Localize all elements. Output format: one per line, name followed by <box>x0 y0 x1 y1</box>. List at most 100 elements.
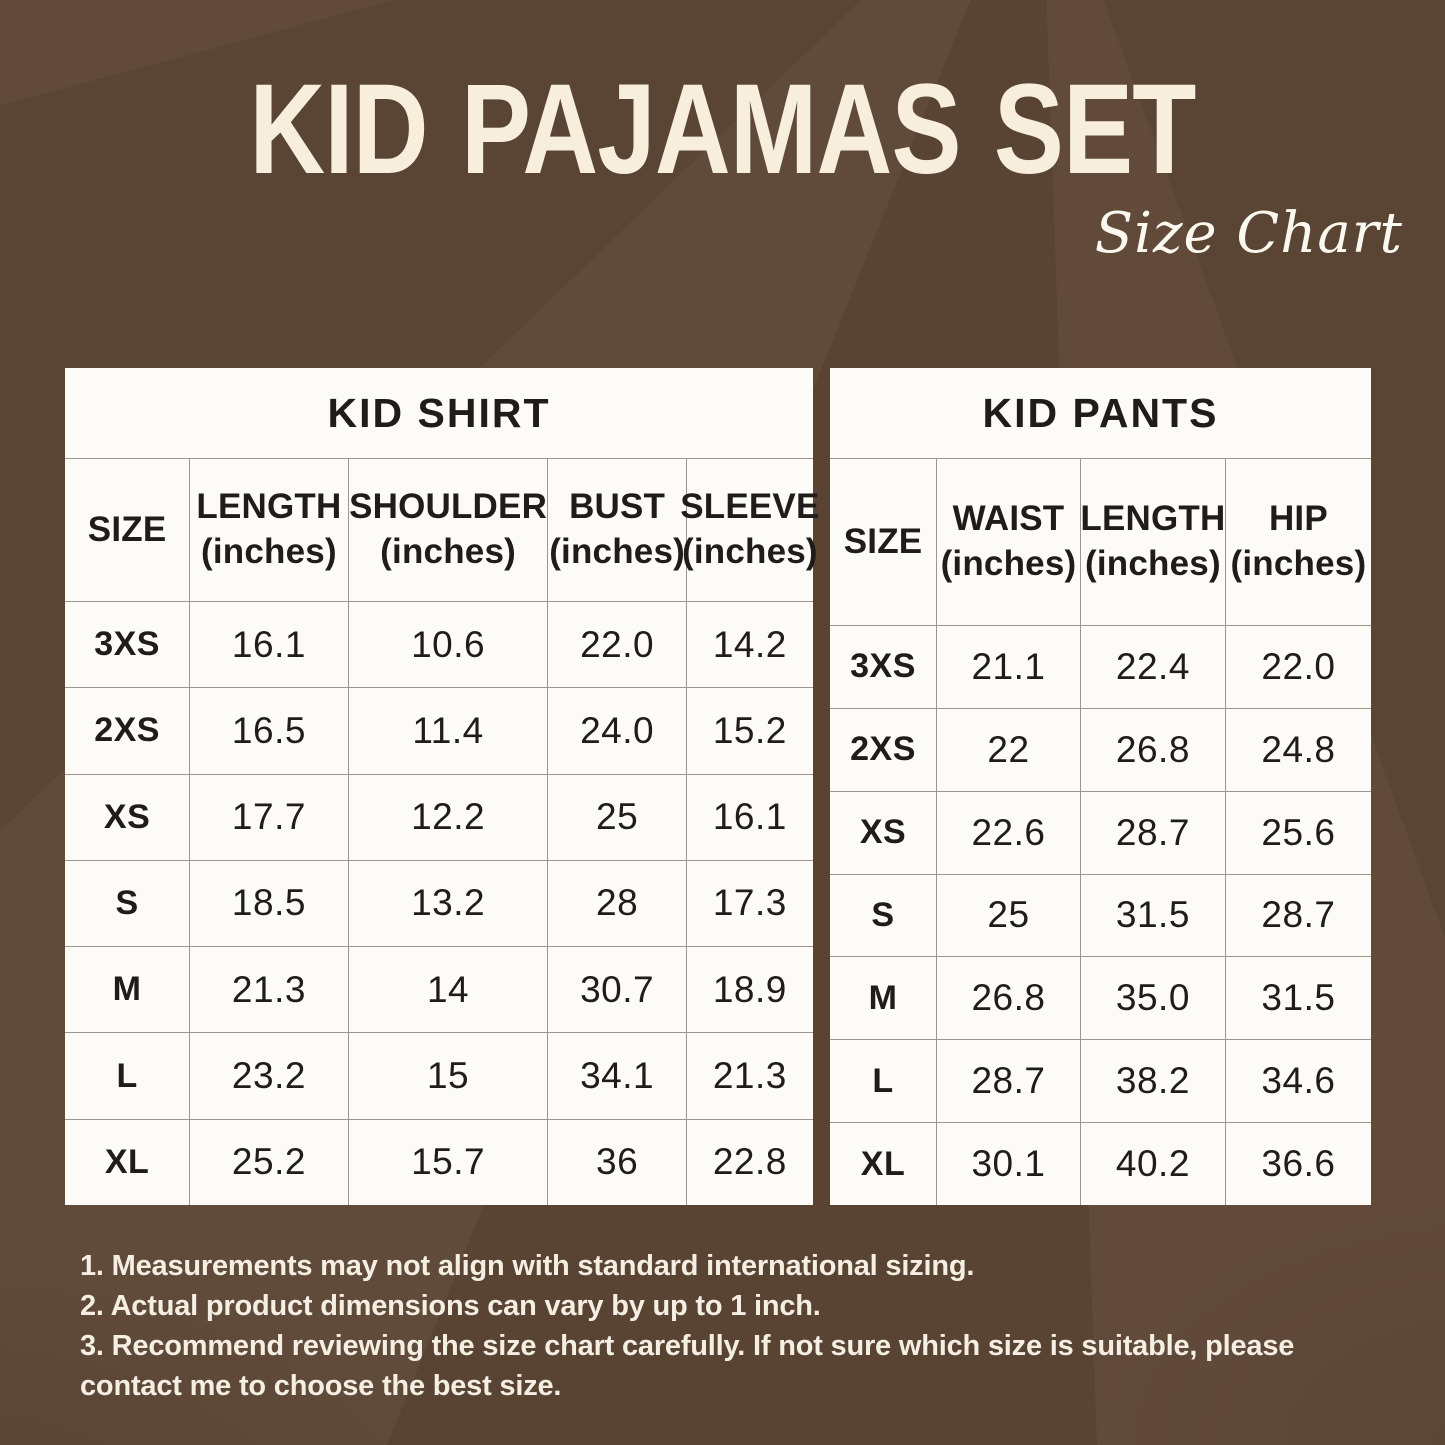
pants-row-s-hip: 28.7 <box>1224 873 1371 957</box>
shirt-row-s-size: S <box>65 859 190 946</box>
shirt-row-xl-shoulder: 15.7 <box>347 1118 548 1205</box>
shirt-row-3xs-bust: 22.0 <box>547 601 686 688</box>
pants-row-3xs-hip: 22.0 <box>1224 625 1371 708</box>
pants-row-xl-length: 40.2 <box>1079 1122 1225 1205</box>
pants-header-size-label: SIZE <box>843 521 923 561</box>
shirt-header-shoulder-label: SHOULDER <box>349 487 548 527</box>
shirt-header-bust-unit: (inches) <box>549 532 685 571</box>
shirt-row-2xs-sleeve: 15.2 <box>685 687 813 774</box>
pants-row-xl-waist: 30.1 <box>936 1122 1080 1205</box>
shirt-row-l-sleeve: 21.3 <box>685 1032 813 1119</box>
pants-row-m-length: 35.0 <box>1079 956 1225 1040</box>
pants-row-2xs-size: 2XS <box>830 707 937 791</box>
shirt-header-shoulder-unit: (inches) <box>380 532 516 571</box>
shirt-row-s-length: 18.5 <box>189 859 348 947</box>
shirt-row-xs-size: XS <box>65 773 190 860</box>
shirt-header-length-label: LENGTH <box>196 487 342 527</box>
pants-row-xs-size: XS <box>830 790 937 874</box>
shirt-row-xl-size: XL <box>65 1118 190 1205</box>
size-chart-script-label: Size Chart <box>1094 201 1403 266</box>
pants-header-waist-label: WAIST <box>952 499 1065 539</box>
pants-header-length-unit: (inches) <box>1085 544 1221 583</box>
note-2: 2. Actual product dimensions can vary by… <box>80 1290 821 1322</box>
pants-header-length: LENGTH (inches) <box>1079 459 1226 625</box>
pants-row-2xs-waist: 22 <box>936 707 1080 791</box>
shirt-row-l-bust: 34.1 <box>547 1032 686 1119</box>
kid-shirt-table-grid: SIZE LENGTH (inches) SHOULDER (inches) B… <box>65 459 819 1205</box>
shirt-header-shoulder: SHOULDER (inches) <box>347 459 548 601</box>
pants-row-s-waist: 25 <box>936 873 1080 957</box>
kid-pants-table-title: KID PANTS <box>830 368 1371 459</box>
shirt-row-3xs-size: 3XS <box>65 601 190 687</box>
pants-row-3xs-waist: 21.1 <box>936 625 1080 708</box>
shirt-row-xs-sleeve: 16.1 <box>685 773 813 860</box>
pants-row-3xs-length: 22.4 <box>1079 625 1225 708</box>
shirt-header-sleeve-unit: (inches) <box>681 532 818 571</box>
shirt-row-m-shoulder: 14 <box>347 946 548 1033</box>
pants-row-xl-hip: 36.6 <box>1224 1122 1371 1205</box>
page-title: KID PAJAMAS SET <box>249 58 1196 201</box>
shirt-row-2xs-length: 16.5 <box>189 687 348 774</box>
pants-header-length-label: LENGTH <box>1080 499 1226 539</box>
shirt-row-2xs-size: 2XS <box>65 687 190 773</box>
shirt-row-s-bust: 28 <box>547 859 686 947</box>
kid-shirt-table: KID SHIRT SIZE LENGTH (inches) SHOULDER … <box>65 368 819 1205</box>
shirt-header-length: LENGTH (inches) <box>189 459 348 601</box>
pants-row-l-length: 38.2 <box>1079 1039 1225 1123</box>
pants-header-waist-unit: (inches) <box>940 544 1077 583</box>
pants-row-3xs-size: 3XS <box>830 625 937 708</box>
shirt-row-xs-shoulder: 12.2 <box>347 773 548 860</box>
shirt-row-l-length: 23.2 <box>189 1032 348 1119</box>
shirt-header-size: SIZE <box>65 459 189 601</box>
shirt-row-s-sleeve: 17.3 <box>685 859 813 947</box>
shirt-header-size-label: SIZE <box>87 509 167 549</box>
pants-row-xs-hip: 25.6 <box>1224 790 1371 874</box>
shirt-row-m-length: 21.3 <box>189 946 348 1033</box>
shirt-row-2xs-shoulder: 11.4 <box>347 687 548 774</box>
shirt-row-m-bust: 30.7 <box>547 946 686 1033</box>
shirt-row-xs-bust: 25 <box>547 773 686 860</box>
pants-row-s-length: 31.5 <box>1079 873 1225 957</box>
pants-row-m-hip: 31.5 <box>1224 956 1371 1040</box>
shirt-row-xl-length: 25.2 <box>189 1118 348 1205</box>
shirt-row-xs-length: 17.7 <box>189 773 348 860</box>
kid-shirt-table-title: KID SHIRT <box>65 368 813 459</box>
pants-header-hip-unit: (inches) <box>1230 544 1367 583</box>
shirt-header-sleeve: SLEEVE (inches) <box>680 459 819 601</box>
shirt-header-bust: BUST (inches) <box>547 459 685 601</box>
shirt-row-l-size: L <box>65 1032 190 1118</box>
pants-header-hip-label: HIP <box>1268 499 1328 539</box>
shirt-row-m-size: M <box>65 946 190 1032</box>
pants-row-2xs-hip: 24.8 <box>1224 707 1371 791</box>
pants-row-l-hip: 34.6 <box>1224 1039 1371 1123</box>
pants-row-m-waist: 26.8 <box>936 956 1080 1040</box>
shirt-row-l-shoulder: 15 <box>347 1032 548 1119</box>
pants-row-xs-waist: 22.6 <box>936 790 1080 874</box>
kid-pants-table-grid: SIZE WAIST (inches) LENGTH (inches) HIP … <box>830 459 1371 1205</box>
shirt-row-3xs-length: 16.1 <box>189 601 348 688</box>
pants-row-s-size: S <box>830 873 937 957</box>
pants-row-xl-size: XL <box>830 1122 937 1205</box>
pants-header-size: SIZE <box>830 459 936 625</box>
shirt-header-length-unit: (inches) <box>201 532 337 571</box>
pants-row-l-size: L <box>830 1039 937 1122</box>
pants-header-hip: HIP (inches) <box>1224 459 1371 625</box>
pants-row-m-size: M <box>830 956 937 1039</box>
pants-row-2xs-length: 26.8 <box>1079 707 1225 791</box>
shirt-row-3xs-shoulder: 10.6 <box>347 601 548 688</box>
pants-header-waist: WAIST (inches) <box>936 459 1080 625</box>
shirt-row-2xs-bust: 24.0 <box>547 687 686 774</box>
shirt-header-sleeve-label: SLEEVE <box>680 487 820 527</box>
kid-pants-table: KID PANTS SIZE WAIST (inches) LENGTH (in… <box>830 368 1371 1205</box>
shirt-row-xl-sleeve: 22.8 <box>685 1118 813 1205</box>
note-3: 3. Recommend reviewing the size chart ca… <box>80 1330 1295 1402</box>
pants-row-xs-length: 28.7 <box>1079 790 1225 874</box>
shirt-row-3xs-sleeve: 14.2 <box>685 601 813 688</box>
shirt-row-m-sleeve: 18.9 <box>685 946 813 1033</box>
footer-notes: 1. Measurements may not align with stand… <box>80 1246 1380 1406</box>
pants-row-l-waist: 28.7 <box>936 1039 1080 1123</box>
shirt-row-s-shoulder: 13.2 <box>347 859 548 947</box>
shirt-row-xl-bust: 36 <box>547 1118 686 1205</box>
shirt-header-bust-label: BUST <box>569 487 666 527</box>
